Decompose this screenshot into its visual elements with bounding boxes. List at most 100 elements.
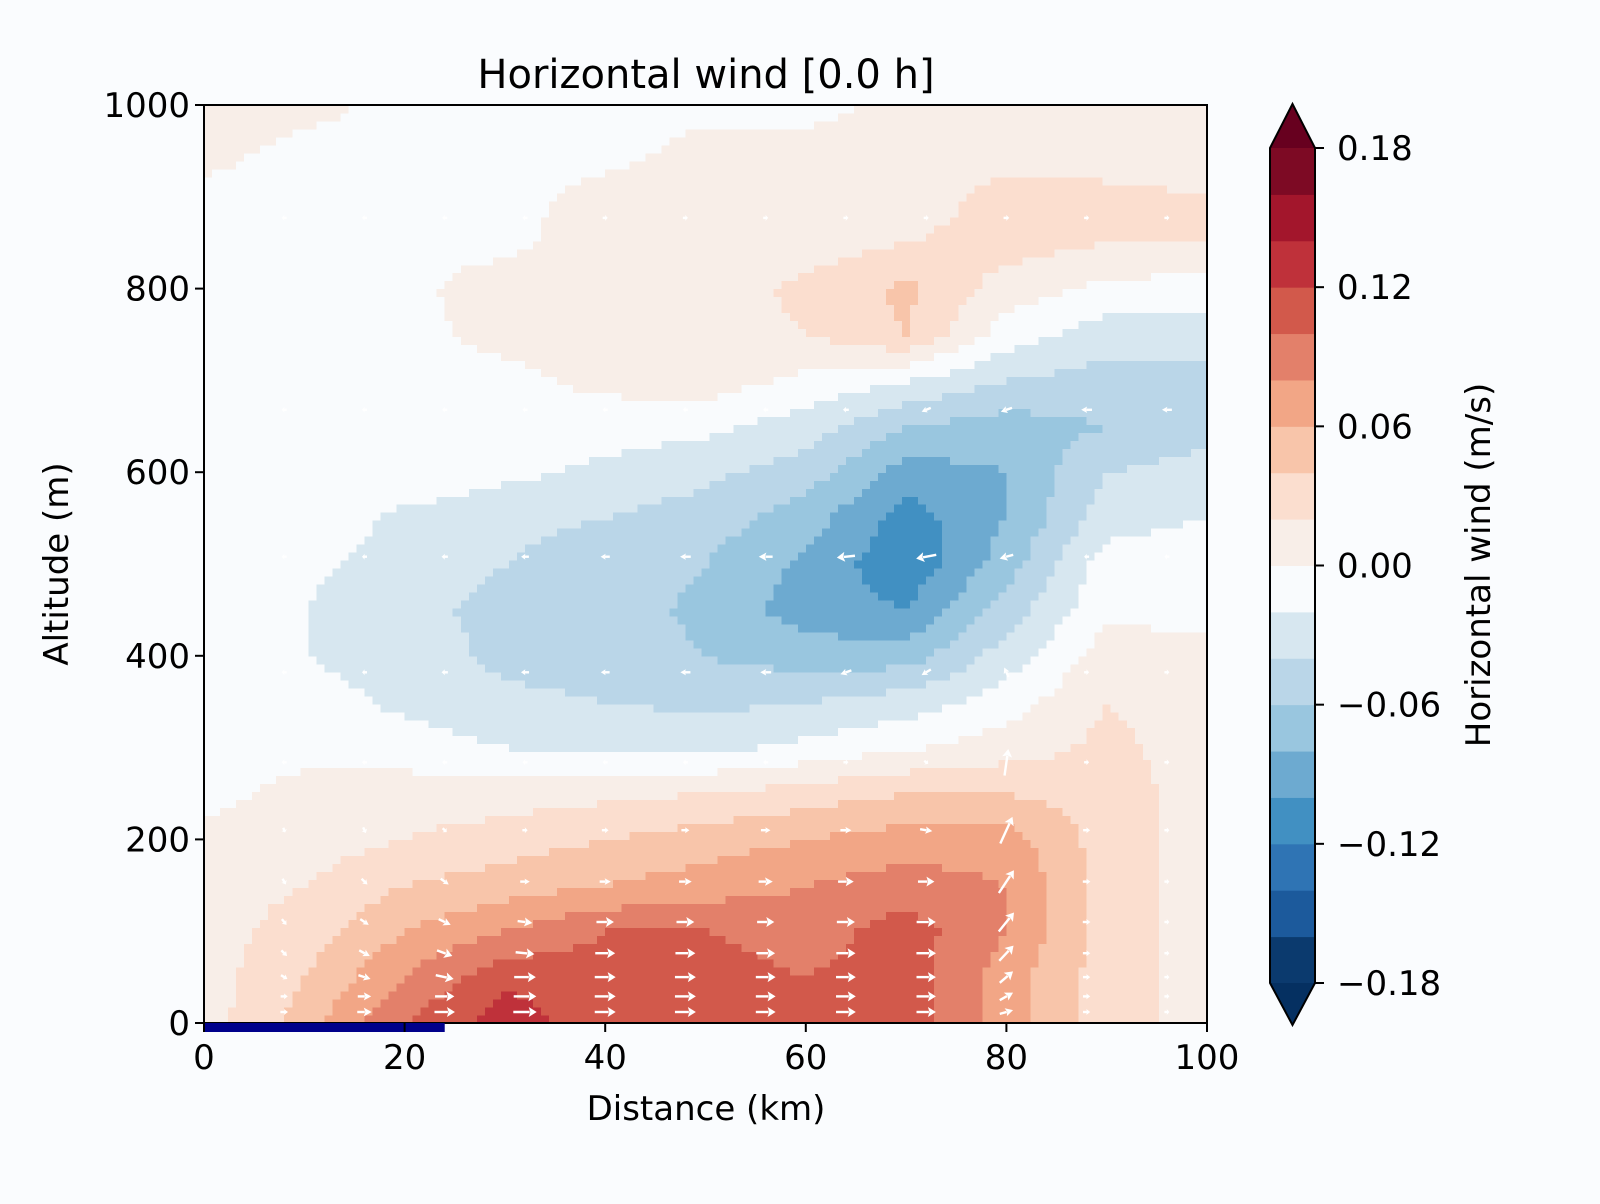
contour-cell [942, 935, 951, 944]
contour-cell [396, 711, 406, 721]
contour-cell [1198, 783, 1208, 793]
contour-cell [829, 831, 839, 840]
contour-cell [805, 959, 815, 968]
contour-cell [886, 815, 895, 825]
contour-cell [653, 775, 662, 785]
contour-cell [974, 1007, 983, 1016]
contour-cell [292, 863, 301, 872]
contour-cell [260, 1007, 269, 1016]
contour-cell [1094, 711, 1104, 721]
contour-cell [324, 887, 333, 896]
contour-cell [701, 727, 711, 737]
contour-cell [934, 719, 943, 729]
contour-cell [685, 887, 695, 896]
contour-cell [1110, 799, 1120, 809]
contour-cell [532, 719, 542, 729]
contour-cell [1166, 743, 1176, 753]
contour-cell [268, 727, 277, 737]
contour-cell [524, 791, 534, 801]
contour-cell [484, 895, 494, 904]
contour-cell [508, 975, 518, 984]
contour-cell [268, 951, 277, 960]
contour-cell [958, 855, 967, 864]
contour-cell [1166, 767, 1176, 777]
contour-cell [677, 799, 687, 809]
contour-cell [1022, 807, 1032, 817]
contour-cell [869, 799, 879, 809]
contour-cell [629, 719, 638, 729]
contour-cell [460, 943, 470, 952]
contour-cell [894, 815, 903, 825]
contour-cell [308, 903, 317, 912]
contour-cell [396, 863, 406, 872]
contour-cell [926, 807, 935, 817]
contour-cell [324, 831, 333, 840]
contour-cell [1118, 903, 1128, 912]
contour-cell [725, 999, 735, 1008]
contour-cell [388, 1007, 398, 1016]
contour-cell [741, 919, 751, 928]
contour-cell [228, 807, 237, 817]
contour-cell [300, 751, 309, 761]
contour-cell [741, 991, 751, 1000]
contour-cell [516, 863, 526, 872]
contour-cell [597, 775, 606, 785]
contour-cell [878, 719, 887, 729]
contour-cell [532, 951, 542, 960]
contour-cell [1198, 855, 1208, 864]
contour-cell [541, 935, 550, 944]
contour-cell [629, 735, 638, 745]
contour-cell [749, 759, 759, 769]
contour-cell [918, 735, 927, 745]
contour-cell [1134, 935, 1144, 944]
contour-cell [236, 735, 245, 745]
contour-cell [765, 791, 775, 801]
contour-cell [252, 887, 261, 896]
contour-cell [268, 791, 277, 801]
contour-cell [773, 735, 783, 745]
contour-cell [998, 903, 1007, 912]
contour-cell [998, 927, 1007, 936]
contour-cell [364, 919, 374, 928]
contour-cell [356, 935, 366, 944]
contour-cell [1134, 775, 1144, 785]
contour-cell [789, 855, 799, 864]
contour-cell [853, 831, 863, 840]
contour-cell [717, 879, 727, 888]
contour-cell [1022, 743, 1032, 753]
contour-cell [1118, 799, 1128, 809]
contour-cell [348, 839, 358, 848]
contour-cell [412, 1015, 422, 1024]
contour-cell [541, 847, 550, 856]
contour-cell [982, 847, 991, 856]
contour-cell [894, 1007, 903, 1016]
contour-cell [1078, 903, 1088, 912]
contour-cell [260, 895, 269, 904]
contour-cell [500, 1015, 510, 1024]
contour-cell [1118, 879, 1128, 888]
contour-cell [878, 727, 887, 737]
contour-cell [605, 999, 614, 1008]
contour-cell [396, 1007, 406, 1016]
contour-cell [236, 799, 245, 809]
contour-cell [252, 871, 261, 880]
contour-cell [549, 815, 558, 825]
contour-cell [837, 703, 847, 713]
contour-cell [1062, 903, 1072, 912]
contour-cell [508, 719, 518, 729]
contour-cell [653, 943, 662, 952]
contour-cell [829, 807, 839, 817]
contour-cell [589, 743, 598, 753]
contour-cell [1182, 831, 1192, 840]
contour-cell [717, 807, 727, 817]
contour-cell [982, 767, 991, 777]
contour-cell [332, 815, 341, 825]
contour-cell [845, 711, 855, 721]
contour-cell [220, 967, 229, 976]
contour-cell [741, 727, 751, 737]
contour-cell [821, 935, 831, 944]
contour-cell [653, 951, 662, 960]
contour-cell [1030, 927, 1040, 936]
contour-cell [677, 951, 687, 960]
contour-cell [926, 967, 935, 976]
